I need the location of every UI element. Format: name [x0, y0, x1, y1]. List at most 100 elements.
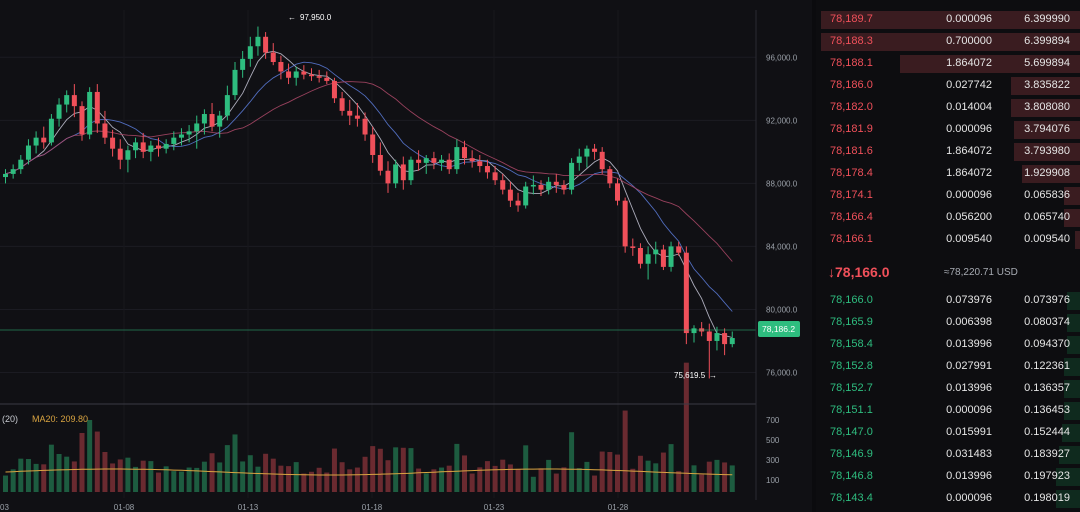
bid-amount: 0.013996: [946, 470, 992, 482]
candle: [71, 84, 77, 118]
x-tick-label: 03: [0, 503, 9, 512]
volume-y-tick-label: 700: [766, 416, 780, 425]
candle: [561, 180, 567, 195]
ask-cumulative-total: 0.065836: [1024, 189, 1070, 201]
candle: [125, 145, 131, 173]
volume-bar: [79, 433, 85, 492]
depth-bar: [1064, 187, 1080, 205]
ask-row[interactable]: 78,182.0 0.014004 3.808080: [816, 97, 1080, 119]
volume-bar: [178, 471, 184, 492]
bid-cumulative-total: 0.152444: [1024, 426, 1070, 438]
ask-row[interactable]: 78,166.1 0.009540 0.009540: [816, 229, 1080, 251]
candle: [408, 156, 414, 185]
candle: [576, 148, 582, 171]
price-chart-panel[interactable]: 96,000.0 92,000.0 88,000.0 84,000.0 80,000.0…: [0, 0, 812, 512]
candle: [339, 91, 345, 116]
volume-bar: [10, 469, 16, 492]
candle: [224, 85, 230, 121]
x-tick-label: 01-18: [362, 503, 383, 512]
depth-bar: [1058, 446, 1080, 464]
volume-bar: [293, 462, 299, 492]
bid-amount: 0.006398: [946, 316, 992, 328]
depth-bar: [1064, 209, 1080, 227]
bid-amount: 0.000096: [946, 492, 992, 504]
candle: [156, 137, 161, 157]
volume-bar: [462, 455, 467, 492]
volume-bar: [400, 447, 406, 492]
ask-row[interactable]: 78,188.1 1.864072 5.699894: [816, 53, 1080, 75]
ask-row[interactable]: 78,181.9 0.000096 3.794076: [816, 119, 1080, 141]
y-tick-label: 96,000.0: [766, 53, 798, 62]
x-tick-label: 01-28: [608, 503, 629, 512]
volume-bar: [385, 460, 391, 492]
depth-bar: [1011, 99, 1080, 117]
volume-bar: [622, 410, 628, 492]
ask-amount: 0.014004: [946, 101, 992, 113]
depth-bar: [1021, 165, 1080, 183]
candle: [385, 161, 391, 193]
y-tick-label: 80,000.0: [766, 305, 798, 314]
bid-row[interactable]: 78,151.1 0.000096 0.136453: [816, 400, 1080, 422]
candle: [653, 241, 659, 264]
bid-row[interactable]: 78,166.0 0.073976 0.073976: [816, 290, 1080, 312]
candle: [462, 140, 467, 165]
ask-cumulative-total: 3.835822: [1024, 79, 1070, 91]
candle: [599, 147, 605, 174]
candle: [247, 36, 253, 67]
volume-bar: [683, 362, 689, 492]
ask-amount: 1.864072: [946, 145, 992, 157]
bid-amount: 0.073976: [946, 294, 992, 306]
ask-row[interactable]: 78,178.4 1.864072 1.929908: [816, 163, 1080, 185]
ask-cumulative-total: 3.808080: [1024, 101, 1070, 113]
volume-bar: [347, 469, 353, 492]
x-tick-label: 01-08: [114, 503, 135, 512]
candle: [331, 77, 337, 103]
ask-price: 78,188.3: [830, 35, 873, 47]
bid-row[interactable]: 78,146.9 0.031483 0.183927: [816, 444, 1080, 466]
ask-row[interactable]: 78,189.7 0.000096 6.399990: [816, 9, 1080, 31]
bid-row[interactable]: 78,152.7 0.013996 0.136357: [816, 378, 1080, 400]
candlestick-chart[interactable]: 96,000.0 92,000.0 88,000.0 84,000.0 80,000.0…: [0, 0, 812, 512]
volume-bar: [270, 458, 276, 492]
candle: [33, 131, 39, 154]
ask-amount: 0.000096: [946, 189, 992, 201]
volume-bar: [377, 448, 383, 492]
bid-price: 78,146.9: [830, 448, 873, 460]
depth-bar: [1011, 77, 1080, 95]
ask-price: 78,174.1: [830, 189, 873, 201]
ask-row[interactable]: 78,174.1 0.000096 0.065836: [816, 185, 1080, 207]
ask-price: 78,178.4: [830, 167, 873, 179]
bid-row[interactable]: 78,147.0 0.015991 0.152444: [816, 422, 1080, 444]
candle: [615, 178, 620, 206]
volume-ma-line: [5, 468, 733, 476]
volume-bar: [454, 443, 460, 492]
bid-row[interactable]: 78,152.8 0.027991 0.122361: [816, 356, 1080, 378]
x-tick-label: 01-23: [484, 503, 505, 512]
volume-bar: [56, 454, 62, 492]
candle: [186, 125, 192, 143]
ask-cumulative-total: 0.065740: [1024, 211, 1070, 223]
moving-average-line: [5, 50, 733, 338]
candle: [439, 154, 445, 171]
candle: [148, 140, 154, 162]
volume-bar: [309, 471, 314, 492]
volume-bar: [263, 453, 269, 492]
volume-bar: [71, 461, 77, 492]
bid-price: 78,151.1: [830, 404, 873, 416]
ask-row[interactable]: 78,186.0 0.027742 3.835822: [816, 75, 1080, 97]
candle: [683, 246, 689, 345]
bid-row[interactable]: 78,158.4 0.013996 0.094370: [816, 334, 1080, 356]
low-arrow-icon: →: [709, 371, 717, 380]
bid-row[interactable]: 78,165.9 0.006398 0.080374: [816, 312, 1080, 334]
ask-cumulative-total: 3.793980: [1024, 145, 1070, 157]
bid-amount: 0.013996: [946, 338, 992, 350]
volume-bar: [553, 473, 559, 492]
volume-bar: [133, 466, 139, 492]
ask-row[interactable]: 78,166.4 0.056200 0.065740: [816, 207, 1080, 229]
ask-row[interactable]: 78,181.6 1.864072 3.793980: [816, 141, 1080, 163]
ask-row[interactable]: 78,188.3 0.700000 6.399894: [816, 31, 1080, 53]
candle: [117, 139, 123, 170]
candle: [431, 151, 437, 170]
bid-row[interactable]: 78,143.4 0.000096 0.198019: [816, 488, 1080, 510]
bid-row[interactable]: 78,146.8 0.013996 0.197923: [816, 466, 1080, 488]
